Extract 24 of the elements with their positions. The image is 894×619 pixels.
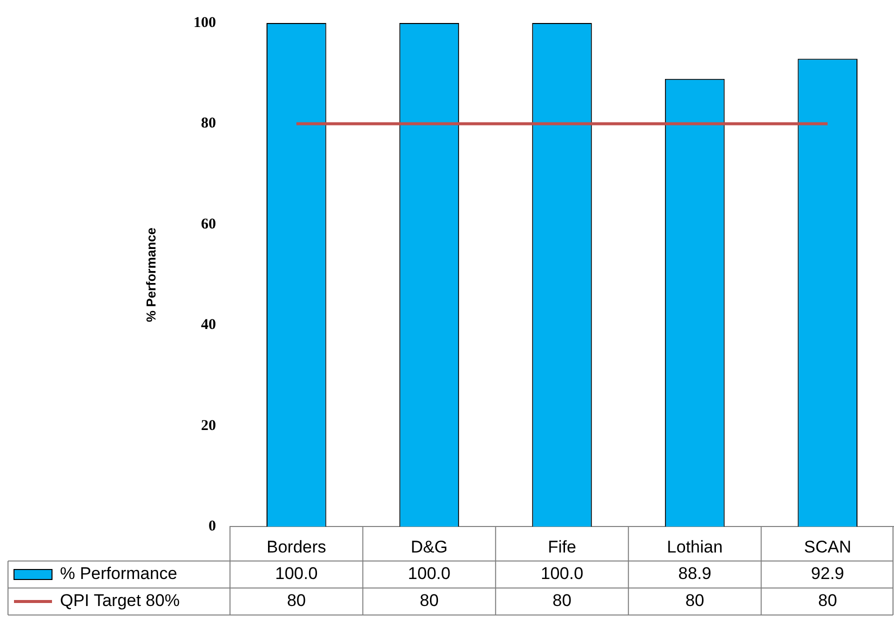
y-tick-label: 0	[208, 518, 216, 534]
y-tick-label: 100	[194, 14, 216, 31]
data-label: 100.0	[275, 564, 318, 584]
data-label: 100.0	[408, 564, 450, 584]
y-tick-label: 20	[201, 418, 216, 434]
y-tick-label: 60	[201, 216, 216, 232]
x-tick-label: D&G	[410, 537, 448, 556]
x-tick-label: Borders	[266, 537, 326, 556]
x-tick-label: Lothian	[666, 537, 723, 556]
data-label: 80	[552, 591, 572, 610]
data-label: 80	[685, 591, 704, 610]
data-label: 80	[818, 591, 838, 610]
data-label: 92.9	[811, 564, 844, 584]
data-label: 88.9	[678, 564, 712, 584]
y-tick-label: 40	[201, 317, 216, 334]
data-label: 80	[420, 591, 439, 610]
data-label: 100.0	[540, 564, 584, 584]
data-label: 80	[286, 591, 306, 610]
y-axis-title: % Performance	[143, 227, 158, 322]
legend-label: QPI Target 80%	[60, 591, 180, 610]
x-tick-label: SCAN	[804, 537, 852, 556]
y-tick-label: 80	[201, 116, 216, 132]
legend-label: % Performance	[60, 564, 178, 584]
x-tick-label: Fife	[548, 537, 576, 556]
